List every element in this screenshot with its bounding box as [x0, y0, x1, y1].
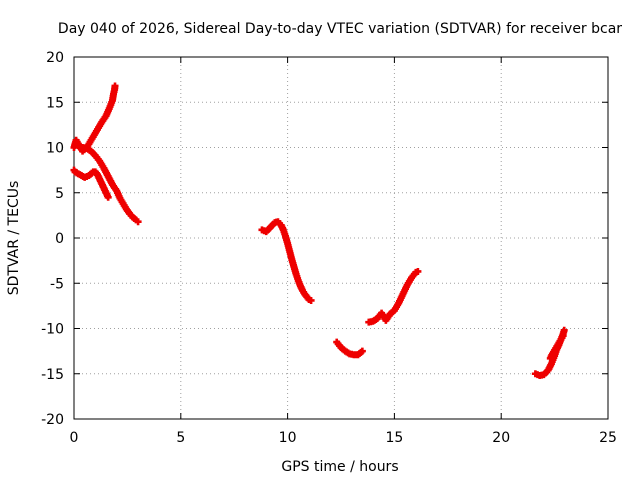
series-track-h: [546, 332, 567, 362]
data-point: [358, 347, 366, 355]
chart-title: Day 040 of 2026, Sidereal Day-to-day VTE…: [58, 21, 622, 37]
y-tick-label: -15: [41, 367, 64, 383]
data-point: [134, 218, 142, 226]
y-tick-label: -5: [50, 276, 64, 292]
grid: [74, 57, 608, 419]
series-track-d: [258, 218, 315, 304]
series-track-e: [333, 338, 366, 359]
data-point: [307, 296, 315, 304]
y-tick-label: -10: [41, 322, 64, 338]
x-tick-label: 20: [492, 430, 510, 446]
data-point: [111, 82, 119, 90]
axis-ticks: 0 5 10 15 20 25 -20 -15 -10 -5 0 5 10 15 20: [41, 50, 617, 446]
series-track-a: [70, 82, 119, 155]
data-points: [70, 82, 568, 380]
x-tick-label: 5: [176, 430, 185, 446]
y-tick-label: 20: [46, 50, 64, 66]
y-tick-label: 5: [55, 186, 64, 202]
y-tick-label: 15: [46, 95, 64, 111]
x-tick-label: 25: [599, 430, 617, 446]
series-track-f: [365, 267, 422, 326]
y-tick-label: 0: [55, 231, 64, 247]
series-track-b: [71, 140, 142, 226]
x-axis-label: GPS time / hours: [281, 459, 398, 475]
data-point: [559, 332, 567, 340]
x-tick-label: 10: [279, 430, 297, 446]
series-track-c: [70, 166, 112, 201]
x-tick-label: 0: [70, 430, 79, 446]
x-tick-label: 15: [385, 430, 403, 446]
y-tick-label: 10: [46, 141, 64, 157]
y-axis-label: SDTVAR / TECUs: [6, 181, 22, 296]
y-tick-label: -20: [41, 412, 64, 428]
data-point: [104, 193, 112, 201]
data-point: [414, 267, 422, 275]
